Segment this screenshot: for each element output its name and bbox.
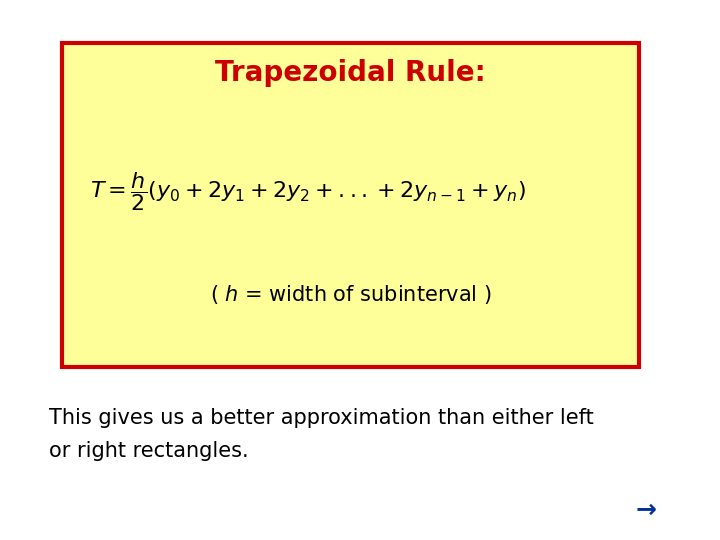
Text: →: →: [635, 498, 656, 522]
Text: Trapezoidal Rule:: Trapezoidal Rule:: [215, 59, 486, 87]
Text: or right rectangles.: or right rectangles.: [48, 441, 248, 461]
Text: This gives us a better approximation than either left: This gives us a better approximation tha…: [48, 408, 593, 429]
Text: $T = \dfrac{h}{2}\left(y_0 + 2y_1 + 2y_2 + ...+ 2y_{n-1} + y_n\right)$: $T = \dfrac{h}{2}\left(y_0 + 2y_1 + 2y_2…: [90, 170, 526, 213]
Text: ( $h$ = width of subinterval ): ( $h$ = width of subinterval ): [210, 283, 491, 306]
FancyBboxPatch shape: [63, 43, 639, 367]
